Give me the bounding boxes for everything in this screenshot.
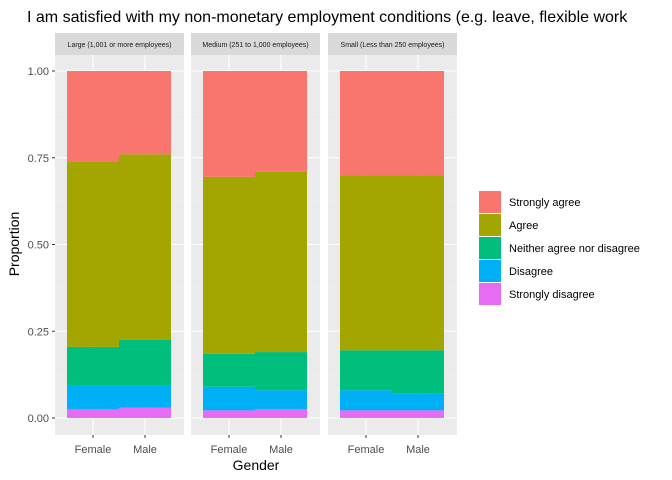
bar-segment [203, 176, 255, 354]
bar-segment [203, 353, 255, 387]
facet-panel: Large (1,001 or more employees) Female Mal… [55, 33, 184, 456]
bar-segment [255, 390, 307, 410]
bar-segment [340, 410, 392, 418]
facet-strip [55, 33, 184, 55]
facet-panel: Medium (251 to 1,000 employees) Female Mal… [191, 33, 320, 456]
y-axis: 0.00 0.25 0.50 0.75 1.00 [28, 66, 55, 425]
facet-strip [191, 33, 320, 55]
x-tick-label: Male [133, 444, 157, 456]
bar-segment [255, 171, 307, 353]
bar-segment [392, 393, 444, 411]
legend-label: Agree [509, 220, 538, 232]
facet-strip-label: Small (Less than 250 employees) [341, 42, 445, 49]
bar-segment [119, 339, 171, 386]
bar-segment [340, 175, 392, 351]
bar-segment [203, 71, 255, 177]
x-tick-label: Female [348, 444, 385, 456]
chart-title: I am satisfied with my non-monetary empl… [27, 9, 628, 26]
bar-segment [67, 385, 119, 410]
bar-segment [392, 350, 444, 394]
legend-key [479, 283, 501, 305]
legend-key [479, 237, 501, 259]
legend-label: Disagree [509, 266, 553, 278]
bar-segment [119, 407, 171, 418]
bar-segment [392, 410, 444, 418]
y-tick-label: 0.00 [28, 413, 49, 425]
bar-segment [255, 409, 307, 418]
legend-key [479, 260, 501, 282]
facet-strip [328, 33, 457, 55]
bar-segment [67, 161, 119, 347]
bar-segment [255, 352, 307, 391]
x-tick-label: Male [406, 444, 430, 456]
x-axis-title: Gender [233, 457, 280, 473]
bar-segment [340, 390, 392, 411]
facet-strip-label: Medium (251 to 1,000 employees) [202, 42, 308, 49]
bar-segment [203, 410, 255, 418]
x-tick-label: Male [269, 444, 293, 456]
y-axis-title: Proportion [6, 212, 22, 277]
facet-panels: Large (1,001 or more employees) Female Mal… [55, 33, 457, 456]
bar-segment [203, 386, 255, 411]
legend-label: Strongly disagree [509, 289, 595, 301]
bar-segment [392, 175, 444, 351]
legend-label: Neither agree nor disagree [509, 243, 640, 255]
facet-panel: Small (Less than 250 employees) Female Mal… [328, 33, 457, 456]
x-tick-label: Female [211, 444, 248, 456]
legend: Strongly agree Agree Neither agree nor dis… [479, 191, 640, 305]
legend-label: Strongly agree [509, 197, 581, 209]
bar-segment [67, 346, 119, 386]
legend-key [479, 191, 501, 213]
bar-segment [119, 154, 171, 340]
bar-segment [67, 409, 119, 418]
bar-segment [392, 71, 444, 176]
x-tick-label: Female [75, 444, 112, 456]
bar-segment [255, 71, 307, 172]
bar-segment [119, 385, 171, 408]
facet-strip-label: Large (1,001 or more employees) [68, 42, 172, 49]
y-tick-label: 0.75 [28, 153, 49, 165]
y-tick-label: 1.00 [28, 66, 49, 78]
bar-segment [67, 71, 119, 162]
y-tick-label: 0.25 [28, 326, 49, 338]
bar-segment [340, 71, 392, 176]
bar-segment [119, 71, 171, 155]
bar-segment [340, 350, 392, 391]
y-tick-label: 0.50 [28, 240, 49, 252]
legend-key [479, 214, 501, 236]
